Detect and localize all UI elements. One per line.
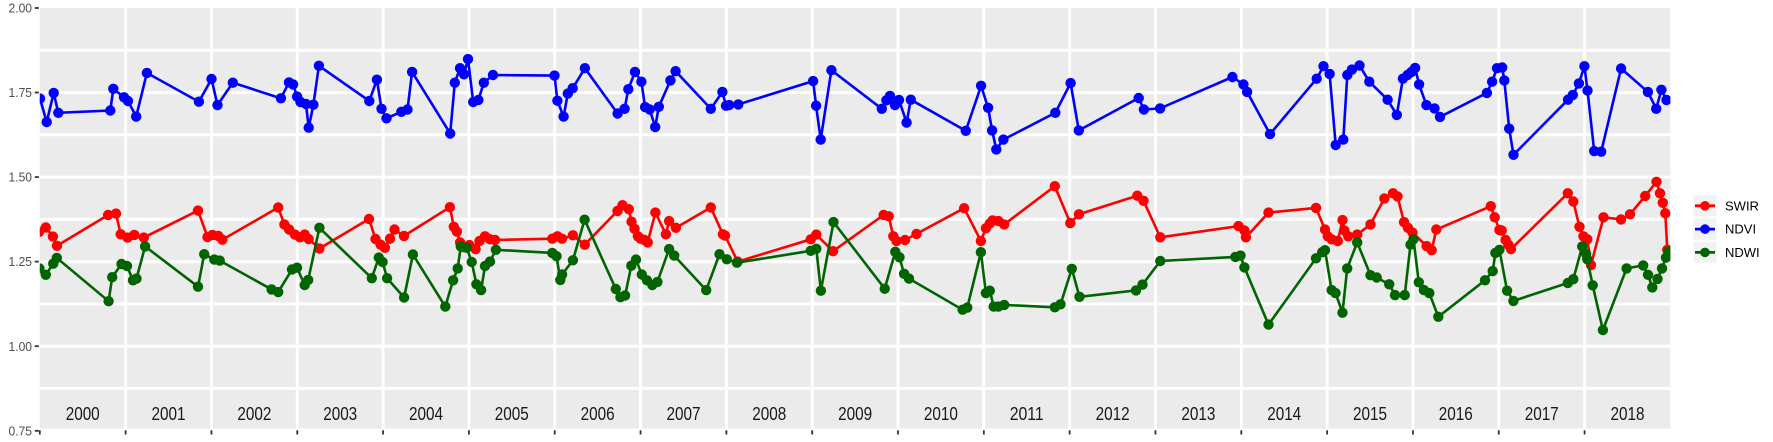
svg-text:1.00: 1.00 xyxy=(9,339,33,354)
svg-text:2001: 2001 xyxy=(152,404,186,424)
svg-text:2007: 2007 xyxy=(667,404,701,424)
svg-text:2018: 2018 xyxy=(1611,404,1645,424)
svg-text:2005: 2005 xyxy=(495,404,529,424)
svg-text:2014: 2014 xyxy=(1267,404,1301,424)
svg-text:2013: 2013 xyxy=(1181,404,1215,424)
svg-text:NDVI: NDVI xyxy=(1725,222,1756,237)
svg-text:2017: 2017 xyxy=(1525,404,1559,424)
svg-text:1.75: 1.75 xyxy=(9,85,33,100)
svg-text:2000: 2000 xyxy=(66,404,100,424)
svg-text:2002: 2002 xyxy=(237,404,271,424)
svg-text:2015: 2015 xyxy=(1353,404,1387,424)
svg-text:2008: 2008 xyxy=(752,404,786,424)
svg-text:0.75: 0.75 xyxy=(9,423,33,438)
svg-text:2016: 2016 xyxy=(1439,404,1473,424)
svg-text:2.00: 2.00 xyxy=(9,1,33,16)
svg-text:2006: 2006 xyxy=(581,404,615,424)
svg-text:2004: 2004 xyxy=(409,404,443,424)
svg-text:2010: 2010 xyxy=(924,404,958,424)
svg-text:2011: 2011 xyxy=(1010,404,1044,424)
svg-text:2012: 2012 xyxy=(1096,404,1130,424)
svg-text:SWIR: SWIR xyxy=(1725,198,1759,213)
svg-text:1.25: 1.25 xyxy=(9,254,33,269)
svg-text:2003: 2003 xyxy=(323,404,357,424)
svg-text:2009: 2009 xyxy=(838,404,872,424)
svg-text:NDWI: NDWI xyxy=(1725,245,1760,260)
svg-text:1.50: 1.50 xyxy=(9,170,33,185)
